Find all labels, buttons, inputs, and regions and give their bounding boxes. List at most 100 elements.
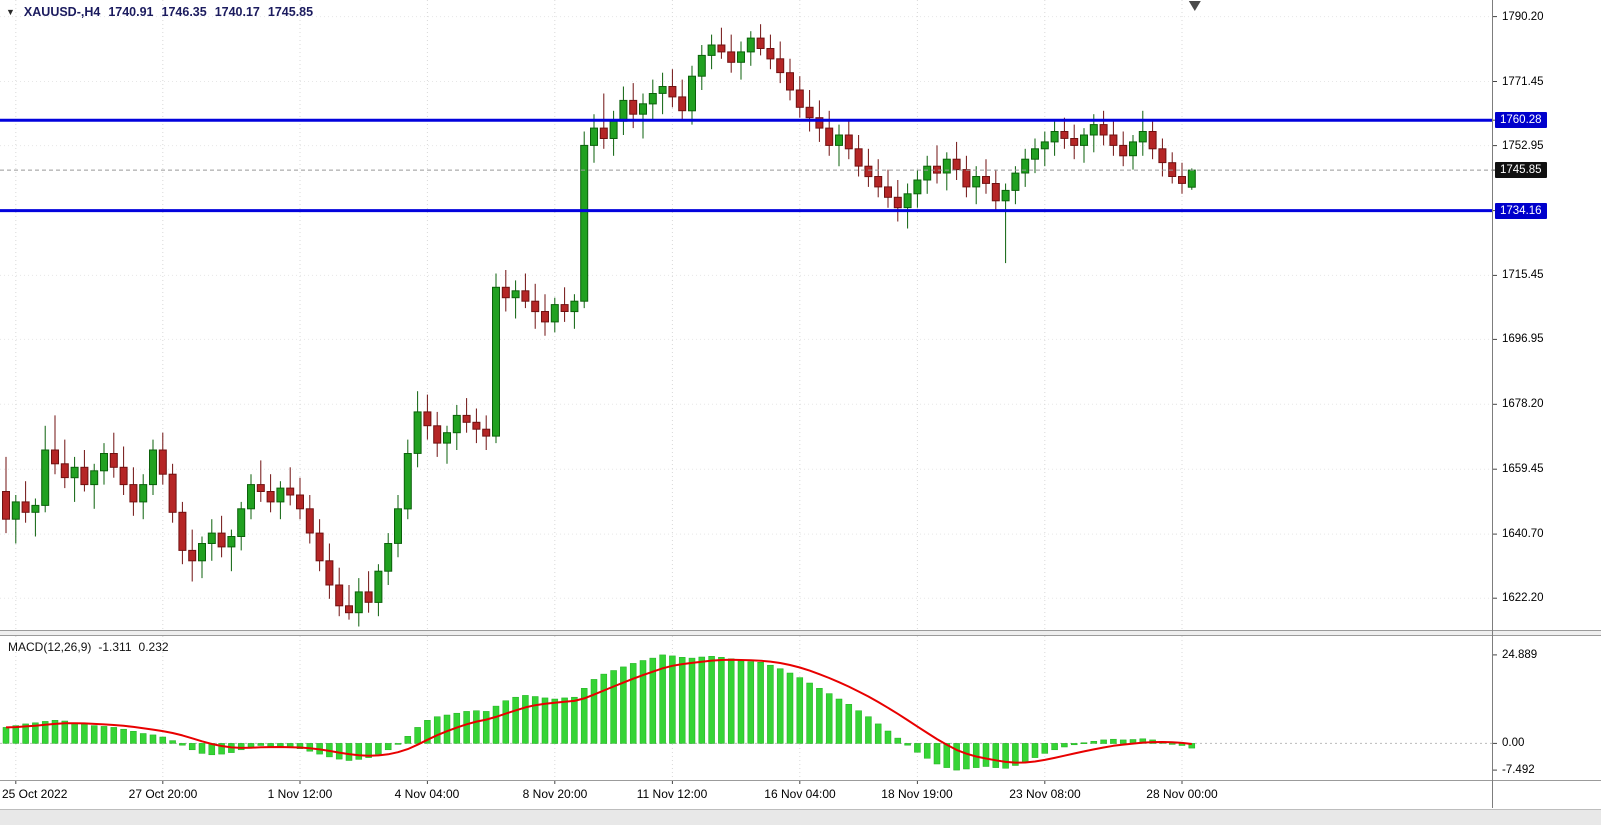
price-axis-label: 1771.45 (1502, 76, 1544, 88)
macd-histogram-bar (639, 660, 647, 744)
time-axis-label: 28 Nov 00:00 (1146, 787, 1218, 801)
candle-body (874, 176, 883, 188)
macd-histogram-bar (12, 725, 20, 744)
candle-body (786, 72, 794, 91)
macd-histogram-bar (600, 673, 608, 744)
macd-histogram-bar (816, 688, 823, 744)
chart-shift-marker-icon[interactable] (1188, 1, 1201, 11)
candle-body (315, 532, 324, 562)
candle-body (482, 428, 491, 437)
candle-body (560, 304, 569, 313)
macd-histogram-bar (404, 736, 412, 744)
candle-body (1129, 141, 1137, 157)
price-axis-label: 1640.70 (1502, 528, 1544, 540)
candle-body (325, 560, 334, 586)
candle-body (60, 463, 69, 479)
macd-histogram-bar (179, 743, 186, 746)
macd-histogram-bar (874, 723, 882, 744)
candle-body (1040, 141, 1049, 150)
macd-signal-line (5, 658, 1192, 764)
candle-body (168, 473, 177, 513)
candle-body (776, 58, 785, 74)
candle-body (403, 453, 412, 510)
macd-histogram-bar (424, 720, 431, 744)
time-axis[interactable]: 25 Oct 2022 27 Oct 20:00 1 Nov 12:00 4 Nov … (0, 780, 1492, 808)
candle-body (511, 290, 520, 299)
macd-histogram-bar (590, 679, 598, 744)
candle-body (374, 570, 383, 603)
price-axis-label: 1696.95 (1502, 333, 1544, 345)
price-axis[interactable]: 1790.20 1771.45 1752.95 1715.45 1696.95 1678.… (1493, 0, 1601, 808)
price-axis-label: 1659.45 (1502, 463, 1544, 475)
macd-histogram-bar (1070, 743, 1078, 746)
candle-body (433, 425, 442, 444)
time-axis-label: 18 Nov 19:00 (881, 787, 953, 801)
one-click-trading-toggle-icon[interactable]: ▼ (6, 7, 15, 17)
macd-histogram-bar (551, 698, 559, 744)
macd-histogram-bar (855, 710, 862, 744)
macd-histogram-bar (1021, 743, 1029, 763)
macd-histogram-bar (718, 657, 725, 744)
candle-body (266, 491, 275, 503)
macd-histogram-bar (384, 743, 392, 751)
price-axis-label: 1678.20 (1502, 398, 1544, 410)
macd-histogram-bar (198, 743, 206, 754)
candle-body (923, 165, 932, 181)
candle-body (345, 605, 353, 614)
candle-body (217, 532, 226, 548)
pane-separator[interactable] (0, 630, 1601, 636)
macd-histogram-bar (345, 743, 353, 761)
candle-body (462, 414, 471, 423)
macd-histogram-bar (894, 737, 902, 744)
macd-histogram-bar (1090, 741, 1098, 744)
macd-histogram-bar (884, 730, 892, 744)
close-value: 1745.85 (267, 5, 314, 19)
candle-body (100, 453, 108, 472)
candle-body (413, 411, 422, 454)
macd-histogram-bar (747, 661, 755, 744)
macd-histogram-bar (796, 677, 804, 744)
macd-histogram-bar (953, 743, 960, 771)
candle-body (296, 494, 304, 510)
macd-histogram-bar (835, 698, 843, 744)
macd-indicator-label: MACD(12,26,9) -1.311 0.232 (8, 640, 169, 654)
candle-body (1089, 124, 1098, 136)
candle-body (639, 103, 647, 115)
candle-body (11, 501, 20, 520)
candle-body (188, 549, 197, 562)
candle-body (109, 453, 118, 468)
candle-body (1031, 148, 1039, 160)
price-axis-label: 1790.20 (1502, 11, 1544, 23)
candle-body (1080, 134, 1088, 146)
macd-histogram-bar (296, 743, 304, 749)
candle-body (354, 591, 363, 614)
macd-histogram-bar (81, 723, 88, 744)
open-value: 1740.91 (108, 5, 154, 19)
candle-body (119, 466, 128, 486)
candle-body (599, 127, 608, 140)
time-axis-divider (0, 780, 1601, 781)
time-axis-label: 4 Nov 04:00 (394, 787, 460, 801)
macd-histogram-bar (90, 725, 98, 744)
candle-body (521, 290, 530, 302)
time-axis-label: 1 Nov 12:00 (267, 787, 333, 801)
candle-body (1070, 138, 1079, 146)
candle-body (501, 286, 510, 299)
macd-histogram-bar (100, 726, 108, 744)
candle-body (1021, 158, 1030, 174)
macd-histogram-bar (1002, 743, 1009, 769)
macd-histogram-bar (1100, 739, 1107, 744)
macd-histogram-bar (776, 668, 784, 744)
candle-body (237, 508, 246, 537)
macd-histogram-bar (120, 728, 127, 744)
macd-histogram-bar (149, 734, 157, 744)
macd-histogram-bar (257, 743, 265, 746)
candle-body (982, 176, 990, 184)
candle-body (688, 75, 696, 112)
candle-body (835, 134, 843, 146)
candle-body (198, 543, 206, 562)
candle-body (80, 466, 89, 486)
candle-body (31, 504, 40, 513)
